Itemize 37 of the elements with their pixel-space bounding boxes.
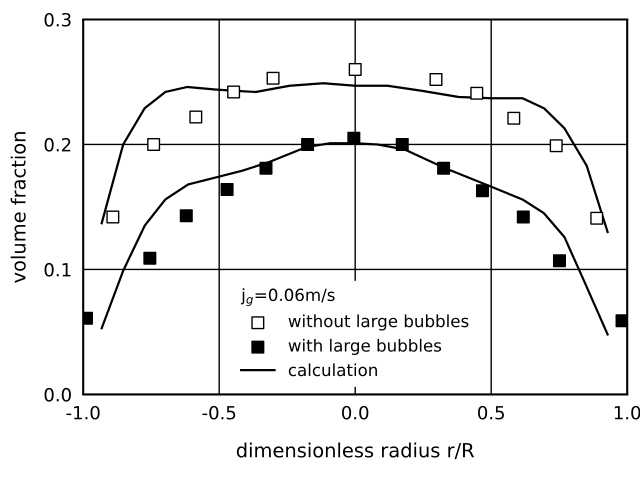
- point: [507, 112, 520, 125]
- point: [180, 209, 193, 222]
- point: [516, 210, 530, 224]
- y-tick-label: 0.0: [44, 388, 71, 402]
- point: [550, 139, 563, 152]
- point: [590, 212, 604, 225]
- point: [189, 110, 202, 124]
- point: [552, 254, 566, 268]
- legend-label: with large bubbles: [288, 338, 442, 356]
- point: [143, 252, 156, 265]
- y-tick-label: 0.2: [44, 138, 70, 152]
- x-axis-title: dimensionless radius r/R: [236, 442, 474, 460]
- legend-label: without large bubbles: [288, 314, 468, 331]
- point: [616, 314, 628, 328]
- legend-title: j$_{g}$=0.06m/s: [240, 288, 335, 306]
- point: [227, 85, 240, 98]
- point: [220, 182, 234, 196]
- point: [476, 184, 489, 198]
- point: [429, 72, 442, 86]
- x-tick-label: 0.5: [478, 406, 504, 420]
- y-axis-title: volume fraction: [10, 132, 26, 283]
- point: [470, 86, 484, 100]
- point: [259, 162, 272, 175]
- point: [106, 210, 120, 224]
- point: [301, 138, 314, 151]
- point: [266, 72, 280, 85]
- point: [348, 62, 362, 76]
- x-tick-label: 1.0: [614, 406, 640, 420]
- point: [396, 138, 409, 151]
- y-tick-label: 0.1: [44, 262, 70, 277]
- x-tick-label: -0.5: [202, 406, 236, 420]
- point: [437, 162, 450, 175]
- x-tick-label: -1.0: [66, 406, 100, 420]
- legend-label: calculation: [288, 363, 377, 376]
- y-tick-label: 0.3: [44, 12, 71, 27]
- point: [147, 138, 160, 151]
- x-tick-label: 0.0: [342, 406, 368, 420]
